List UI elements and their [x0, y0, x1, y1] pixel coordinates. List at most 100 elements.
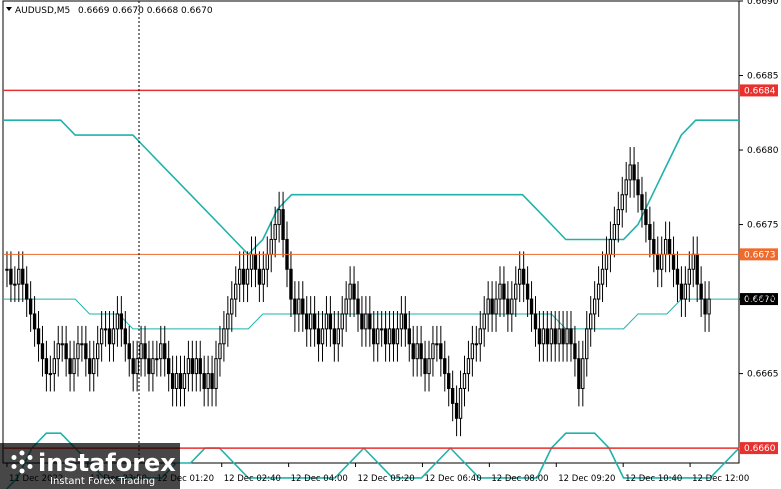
candle-body: [147, 358, 151, 375]
candle-body: [589, 313, 593, 330]
candle: [592, 281, 597, 332]
candle: [561, 310, 565, 362]
candle-body: [399, 313, 404, 330]
candle: [170, 355, 175, 407]
dropdown-arrow-icon[interactable]: [6, 7, 12, 11]
candle-body: [415, 343, 419, 360]
candle-body: [703, 298, 707, 315]
candle-body: [431, 343, 435, 360]
candle: [648, 206, 652, 258]
candle-body: [336, 328, 340, 345]
y-tick-label: 0.6675: [747, 221, 779, 231]
candle: [577, 340, 581, 407]
candle-body: [387, 328, 392, 345]
candle-body: [372, 328, 376, 345]
candle-body: [533, 313, 538, 330]
candle-body: [525, 283, 530, 300]
level-price-tag: [740, 248, 778, 261]
candle: [537, 310, 542, 362]
candle-body: [253, 253, 258, 270]
candle-body: [395, 328, 400, 345]
candle-body: [514, 283, 518, 300]
candle-body: [604, 253, 609, 270]
x-tick-label: 12 Dec 01:20: [157, 474, 214, 484]
instaforex-watermark: instaforex Instant Forex Trading: [0, 443, 180, 489]
candle: [466, 340, 471, 392]
candle: [60, 325, 64, 362]
candle-body: [427, 358, 431, 375]
candle-body: [569, 328, 573, 345]
candle: [206, 355, 210, 407]
candle-body: [498, 283, 502, 300]
candle-body: [679, 283, 684, 300]
candle-body: [111, 328, 116, 345]
candle-body: [407, 328, 411, 345]
candle: [683, 266, 688, 317]
candle-body: [691, 253, 695, 270]
candle: [687, 251, 691, 303]
candle-body: [13, 283, 17, 286]
candle: [28, 281, 33, 332]
candle-body: [553, 328, 557, 345]
candle: [155, 340, 159, 377]
logo-tagline: Instant Forex Trading: [50, 476, 155, 487]
candle: [482, 296, 486, 347]
candle-body: [348, 283, 352, 300]
candle-body: [502, 283, 506, 300]
candle: [596, 266, 601, 317]
candle-body: [608, 238, 613, 255]
candle: [419, 325, 423, 377]
candle: [569, 310, 573, 362]
candle: [245, 251, 250, 303]
candle: [312, 296, 317, 347]
candle-body: [64, 343, 68, 360]
candle: [68, 340, 72, 392]
candle-body: [537, 328, 542, 345]
candle: [628, 147, 632, 198]
candle-body: [376, 328, 380, 345]
candle-body: [241, 268, 246, 285]
y-tick-label: 0.6680: [747, 146, 779, 156]
candle: [679, 266, 684, 317]
candle: [72, 340, 76, 392]
candle-body: [356, 298, 360, 315]
candle: [328, 296, 333, 347]
candle: [32, 296, 37, 347]
candle-body: [281, 209, 285, 240]
candle: [96, 325, 100, 377]
x-tick-label: 12 Dec 08:00: [491, 474, 548, 484]
candle: [257, 251, 262, 303]
candle: [399, 296, 404, 347]
candle-body: [660, 253, 664, 270]
candle: [178, 355, 183, 407]
candle: [502, 266, 506, 317]
candle-body: [640, 194, 644, 211]
candle-body: [320, 328, 325, 345]
candle: [336, 310, 340, 362]
candle: [52, 340, 56, 392]
candle-body: [667, 238, 672, 255]
candle: [273, 206, 277, 258]
candle: [281, 191, 285, 258]
candle: [376, 310, 380, 362]
candle: [616, 191, 620, 243]
candle-body: [80, 343, 84, 346]
candle: [174, 355, 179, 407]
level-price-label: 0.6660: [744, 444, 776, 454]
candle: [699, 266, 703, 317]
candle-body: [210, 373, 214, 389]
level-price-tag: [740, 84, 778, 97]
candle-body: [324, 313, 329, 330]
candle-body: [478, 328, 482, 345]
candle-body: [273, 224, 277, 240]
candle: [553, 310, 557, 362]
candle-body: [76, 343, 80, 360]
candle-body: [699, 283, 703, 300]
candle-body: [518, 268, 522, 285]
candle: [510, 281, 514, 332]
candle: [40, 325, 45, 377]
candle: [407, 310, 411, 362]
candle: [518, 251, 522, 303]
candle-body: [166, 358, 171, 375]
candle: [636, 161, 640, 213]
